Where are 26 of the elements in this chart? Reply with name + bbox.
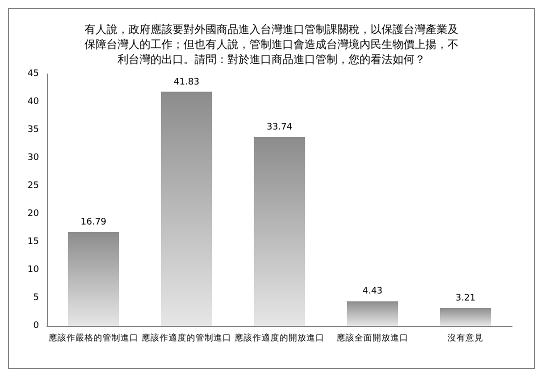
y-tick-label: 10: [28, 265, 40, 275]
y-tick-label: 20: [28, 209, 40, 219]
bar: [254, 137, 306, 326]
data-label: 3.21: [455, 294, 476, 304]
y-tick-label: 15: [28, 237, 39, 247]
data-label: 41.83: [174, 77, 200, 88]
chart-title: 有人說，政府應該要對外國商品進入台灣進口管制課關稅，以保護台灣產業及保障台灣人的工作；但也有人說，管制進口會造成台灣境內民生物價上揚，不利台灣的出口。請問：對於進口商品進口管制，您的看法如何？: [84, 23, 458, 66]
x-tick-label: 應該作嚴格的管制進口: [48, 332, 138, 344]
bar: [440, 308, 492, 326]
data-label: 33.74: [266, 122, 293, 133]
y-tick-label: 45: [28, 69, 39, 79]
bar: [346, 301, 398, 326]
bar: [160, 92, 212, 326]
x-tick-label: 應該作適度的管制進口: [142, 332, 232, 344]
y-tick-label: 0: [33, 321, 40, 331]
y-tick-label: 5: [33, 293, 39, 303]
y-tick-label: 25: [28, 181, 39, 191]
y-tick-label: 30: [28, 153, 40, 163]
x-tick-label: 應該全面開放進口: [336, 332, 408, 344]
x-tick-label: 沒有意見: [448, 332, 484, 344]
bar: [68, 232, 120, 326]
data-label: 16.79: [80, 217, 107, 228]
y-tick-label: 40: [28, 97, 40, 107]
x-tick-label: 應該作適度的開放進口: [234, 332, 324, 344]
y-tick-label: 35: [28, 125, 39, 135]
data-label: 4.43: [362, 286, 383, 297]
